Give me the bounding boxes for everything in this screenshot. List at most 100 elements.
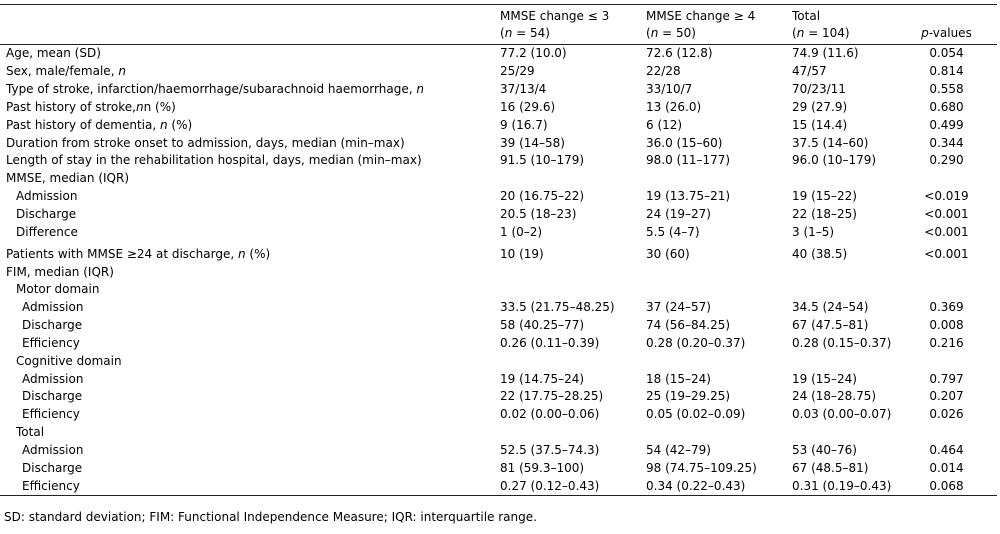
table-row: Total xyxy=(0,424,997,442)
row-label-text: Discharge xyxy=(22,460,83,475)
table-row: Difference 1 (0–2) 5.5 (4–7) 3 (1–5) <0.001 xyxy=(0,223,997,241)
table-row: Discharge 22 (17.75–28.25) 25 (19–29.25) 24… xyxy=(0,388,997,406)
cell-group2 xyxy=(640,352,786,370)
cell-pvalue: 0.464 xyxy=(929,442,964,457)
cell-group1: 25/29 xyxy=(500,64,535,79)
cell-group2: 98.0 (11–177) xyxy=(646,153,731,168)
row-label-text: Admission xyxy=(22,442,84,457)
cell-pvalue: 0.814 xyxy=(929,64,964,79)
cell-group2: 36.0 (15–60) xyxy=(646,135,723,150)
table-row: Patients with MMSE ≥24 at discharge, n (… xyxy=(0,241,997,263)
header-group1-paren: ( xyxy=(500,25,505,40)
cell-group1: 0.26 (0.11–0.39) xyxy=(500,335,600,350)
cell-group1: 16 (29.6) xyxy=(500,99,556,114)
table-footnote: SD: standard deviation; FIM: Functional … xyxy=(4,510,537,524)
cell-pvalue xyxy=(896,424,997,442)
row-label: Motor domain xyxy=(0,281,494,299)
table-row: Discharge 81 (59.3–100) 98 (74.75–109.25) 6… xyxy=(0,459,997,477)
row-label: Length of stay in the rehabilitation hos… xyxy=(0,152,494,170)
header-pvalue-rest: -values xyxy=(928,25,972,40)
row-label: Efficiency xyxy=(0,335,494,353)
cell-total: 40 (38.5) xyxy=(792,246,848,261)
cell-total: 19 (15–24) xyxy=(792,371,857,386)
row-label: Admission xyxy=(0,299,494,317)
row-label: Discharge xyxy=(0,459,494,477)
row-label-italic: n xyxy=(237,246,246,261)
row-label: Discharge xyxy=(0,388,494,406)
cell-group1 xyxy=(494,263,640,281)
cell-group1: 33.5 (21.75–48.25) xyxy=(500,300,615,315)
row-label-suffix: (%) xyxy=(167,117,193,132)
table-body: Age, mean (SD) 77.2 (10.0) 72.6 (12.8) 74.9… xyxy=(0,45,997,497)
header-group2-count: = 50) xyxy=(658,25,696,40)
cell-group1: 0.27 (0.12–0.43) xyxy=(494,477,640,497)
header-group2: MMSE change ≥ 4 (n = 50) xyxy=(640,4,786,45)
cell-total xyxy=(786,170,896,188)
cell-total xyxy=(786,281,896,299)
results-table: MMSE change ≤ 3 (n = 54) MMSE change ≥ 4… xyxy=(0,4,997,497)
table-row: Duration from stroke onset to admission,… xyxy=(0,134,997,152)
row-label: Past history of stroke,nn (%) xyxy=(0,99,494,117)
table-row: Cognitive domain xyxy=(0,352,997,370)
cell-group1: 52.5 (37.5–74.3) xyxy=(500,442,600,457)
row-label-text: Efficiency xyxy=(22,478,80,493)
cell-total: 22 (18–25) xyxy=(792,207,857,222)
cell-total: 53 (40–76) xyxy=(792,442,857,457)
header-group2-paren: ( xyxy=(646,25,651,40)
table-row: Admission 19 (14.75–24) 18 (15–24) 19 (15–2… xyxy=(0,370,997,388)
cell-pvalue: 0.290 xyxy=(929,153,964,168)
cell-total: 29 (27.9) xyxy=(792,99,848,114)
row-label: Efficiency xyxy=(0,477,494,497)
cell-pvalue: 0.344 xyxy=(929,135,964,150)
cell-group2: 0.28 (0.20–0.37) xyxy=(646,335,746,350)
cell-pvalue: 0.797 xyxy=(929,371,964,386)
row-label: Patients with MMSE ≥24 at discharge, n (… xyxy=(0,241,494,263)
cell-pvalue: 0.680 xyxy=(929,99,964,114)
table-row: Discharge 20.5 (18–23) 24 (19–27) 22 (18–25… xyxy=(0,206,997,224)
row-label-text: Discharge xyxy=(22,389,83,404)
header-group1-n: n xyxy=(504,25,513,40)
row-label: FIM, median (IQR) xyxy=(0,263,494,281)
row-label-text: Difference xyxy=(16,224,78,239)
row-label: Admission xyxy=(0,370,494,388)
cell-pvalue xyxy=(896,352,997,370)
cell-total: 96.0 (10–179) xyxy=(792,153,877,168)
cell-pvalue: <0.001 xyxy=(924,246,969,261)
cell-group1 xyxy=(494,352,640,370)
cell-pvalue: 0.054 xyxy=(929,46,964,61)
cell-group1: 10 (19) xyxy=(500,246,544,261)
cell-group2: 22/28 xyxy=(646,64,681,79)
cell-total: 47/57 xyxy=(792,64,827,79)
cell-group2: 33/10/7 xyxy=(646,82,693,97)
row-label: Age, mean (SD) xyxy=(0,45,494,63)
cell-group1: 0.02 (0.00–0.06) xyxy=(500,407,600,422)
cell-group1 xyxy=(494,170,640,188)
row-label-text: Admission xyxy=(22,300,84,315)
row-label-text: Type of stroke, infarction/haemorrhage/s… xyxy=(6,82,417,97)
row-label-suffix: n (%) xyxy=(143,99,176,114)
cell-pvalue: <0.001 xyxy=(924,207,969,222)
row-label-text: MMSE, median (IQR) xyxy=(6,171,130,186)
cell-pvalue xyxy=(896,263,997,281)
cell-group1: 22 (17.75–28.25) xyxy=(500,389,604,404)
row-label-text: Discharge xyxy=(22,318,83,333)
cell-group2 xyxy=(640,424,786,442)
header-total-title: Total xyxy=(792,9,821,23)
header-group2-n: n xyxy=(650,25,659,40)
row-label: Discharge xyxy=(0,317,494,335)
cell-pvalue: <0.001 xyxy=(924,224,969,239)
header-total-n: n xyxy=(796,25,805,40)
cell-total: 19 (15–22) xyxy=(792,189,857,204)
cell-group1: 1 (0–2) xyxy=(500,224,543,239)
cell-group2 xyxy=(640,263,786,281)
cell-group2: 13 (26.0) xyxy=(646,99,702,114)
row-label-text: Total xyxy=(16,425,45,440)
row-label: Duration from stroke onset to admission,… xyxy=(0,134,494,152)
row-label-text: Admission xyxy=(22,371,84,386)
row-label: Type of stroke, infarction/haemorrhage/s… xyxy=(0,81,494,99)
header-pvalue-p: p xyxy=(921,25,929,40)
table-row: MMSE, median (IQR) xyxy=(0,170,997,188)
cell-group1: 58 (40.25–77) xyxy=(500,318,585,333)
cell-total xyxy=(786,263,896,281)
